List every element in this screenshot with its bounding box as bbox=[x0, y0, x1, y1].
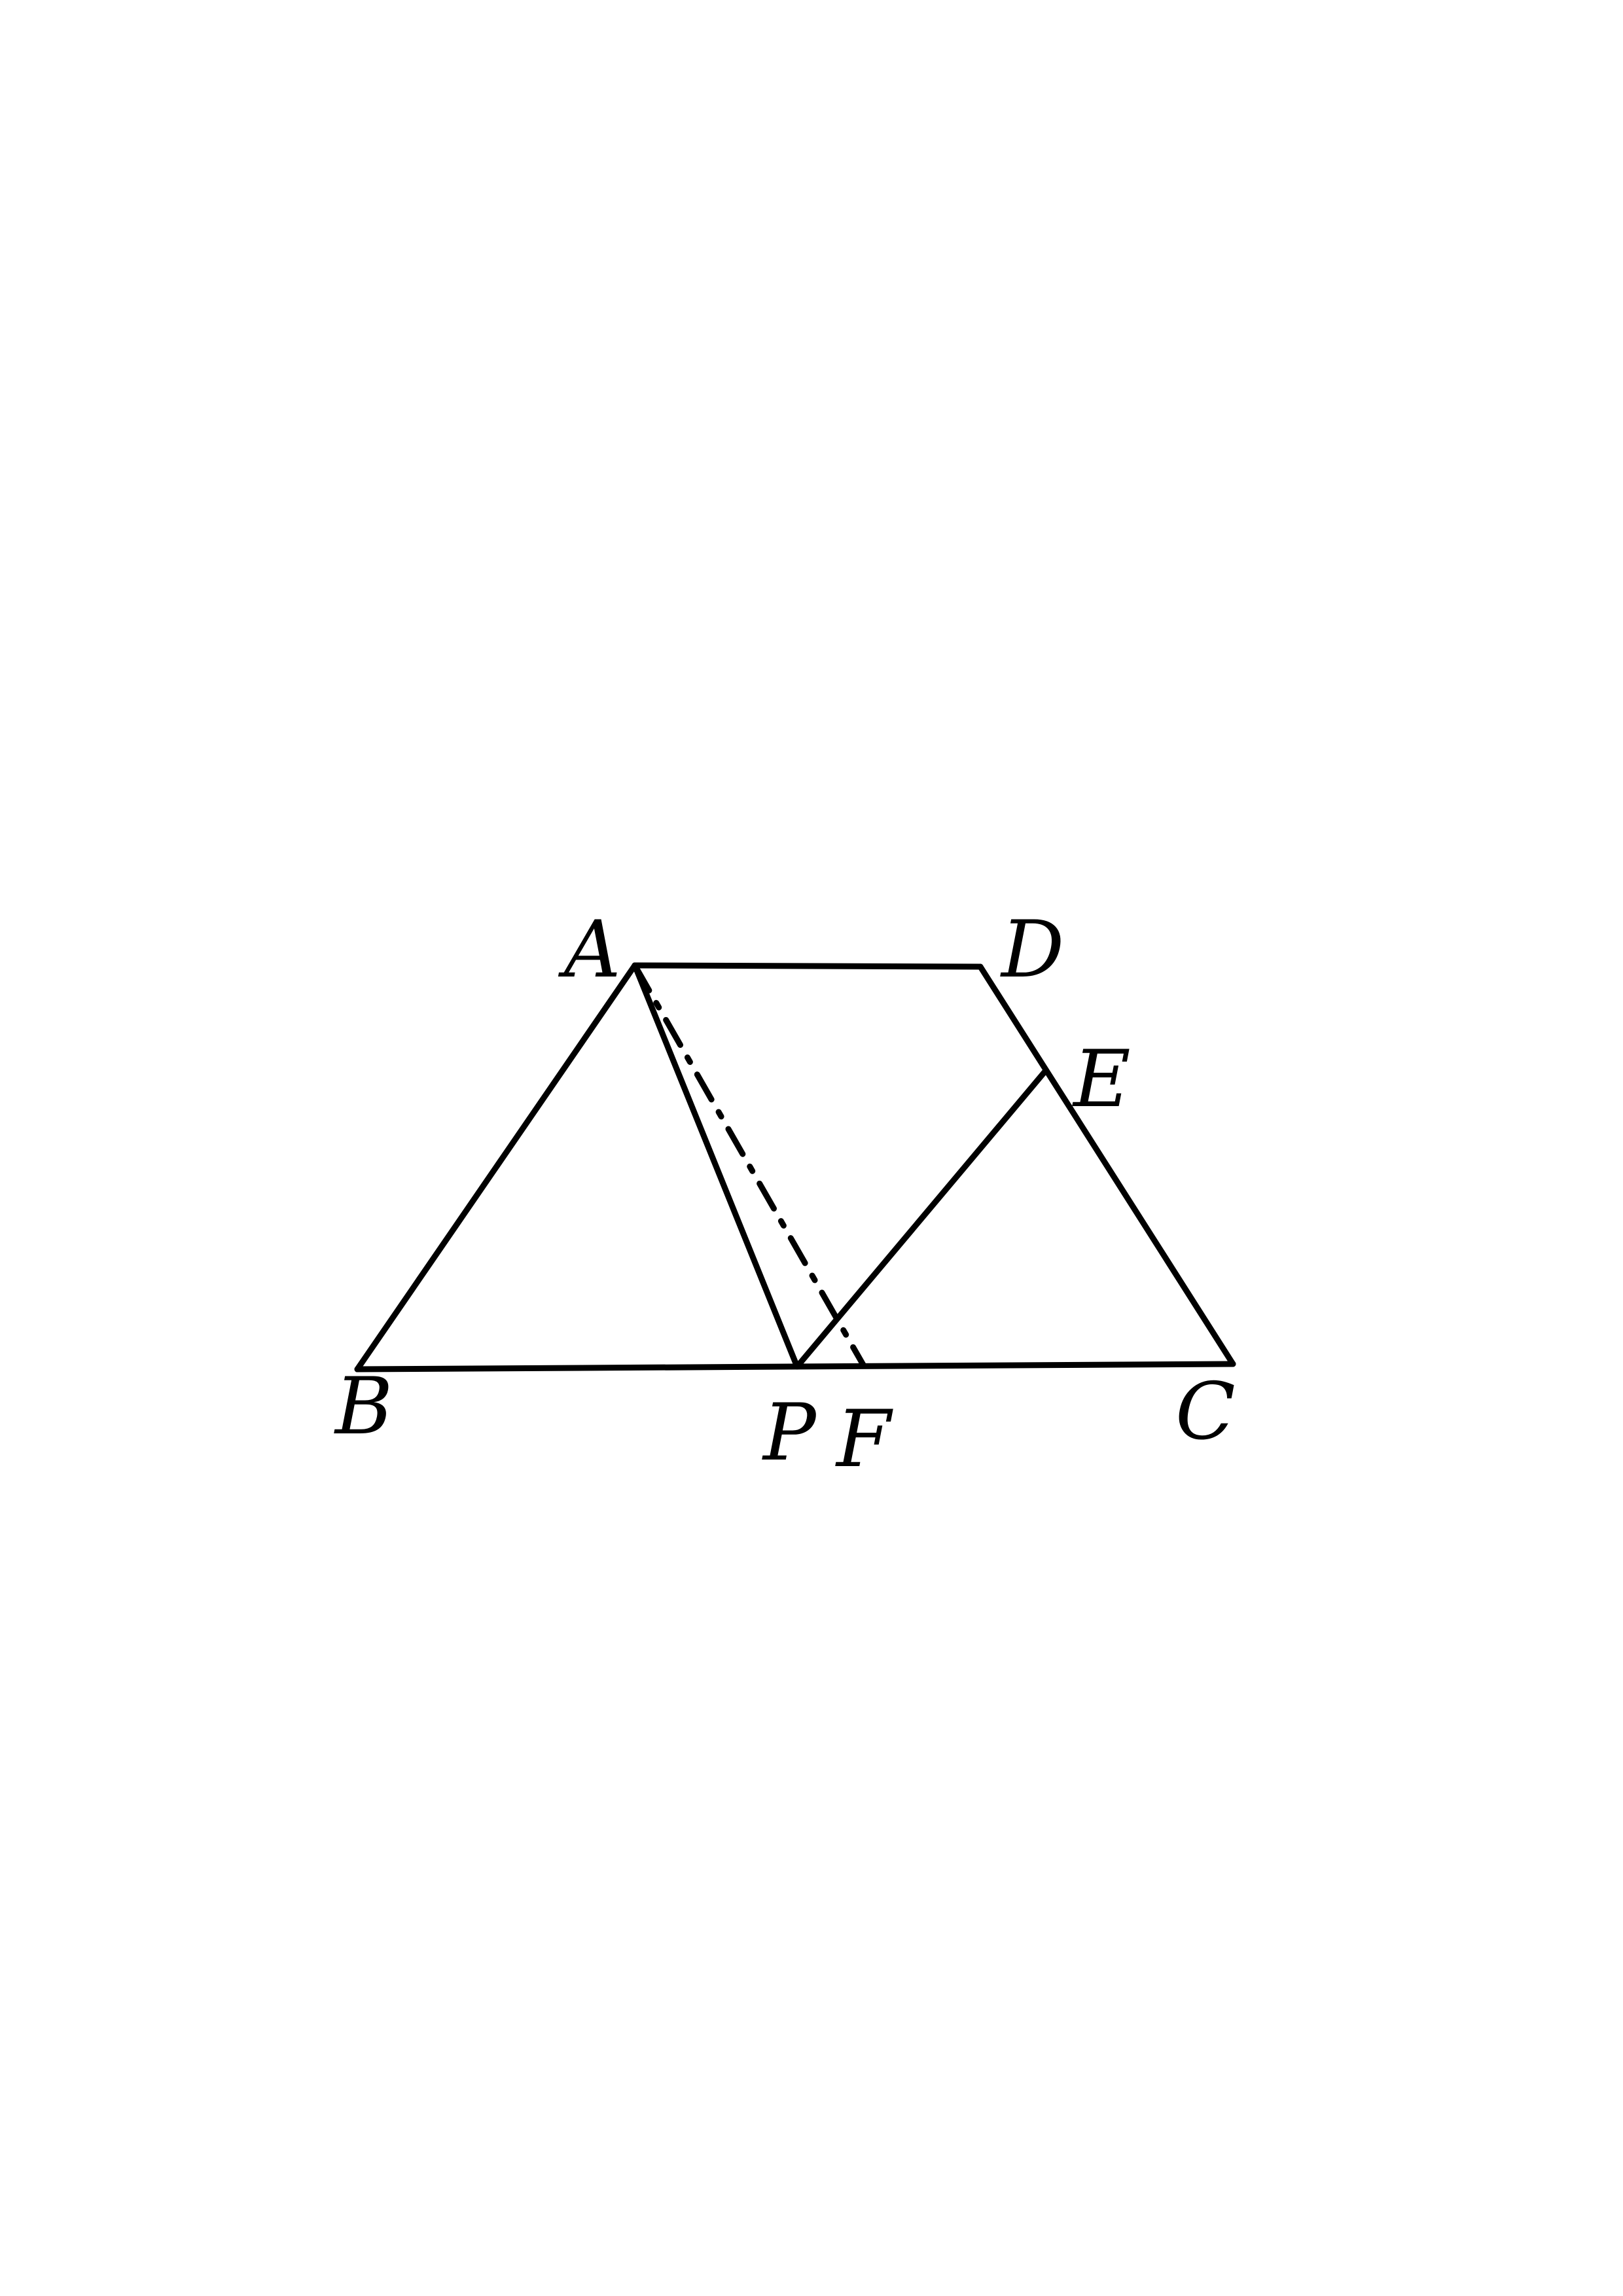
segment-AF-dashed bbox=[632, 962, 867, 1369]
point-label-A: A bbox=[558, 905, 621, 996]
point-label-B: B bbox=[334, 1361, 393, 1452]
segment-AP bbox=[632, 962, 800, 1370]
segment-DC bbox=[977, 963, 1236, 1367]
point-label-D: D bbox=[1000, 905, 1064, 996]
segment-AD bbox=[632, 962, 984, 970]
point-label-P: P bbox=[762, 1388, 817, 1479]
point-label-C: C bbox=[1175, 1367, 1236, 1458]
segment-AB bbox=[354, 962, 638, 1372]
point-label-E: E bbox=[1072, 1034, 1131, 1125]
point-label-F: F bbox=[835, 1394, 893, 1485]
segment-PE bbox=[794, 1069, 1048, 1370]
